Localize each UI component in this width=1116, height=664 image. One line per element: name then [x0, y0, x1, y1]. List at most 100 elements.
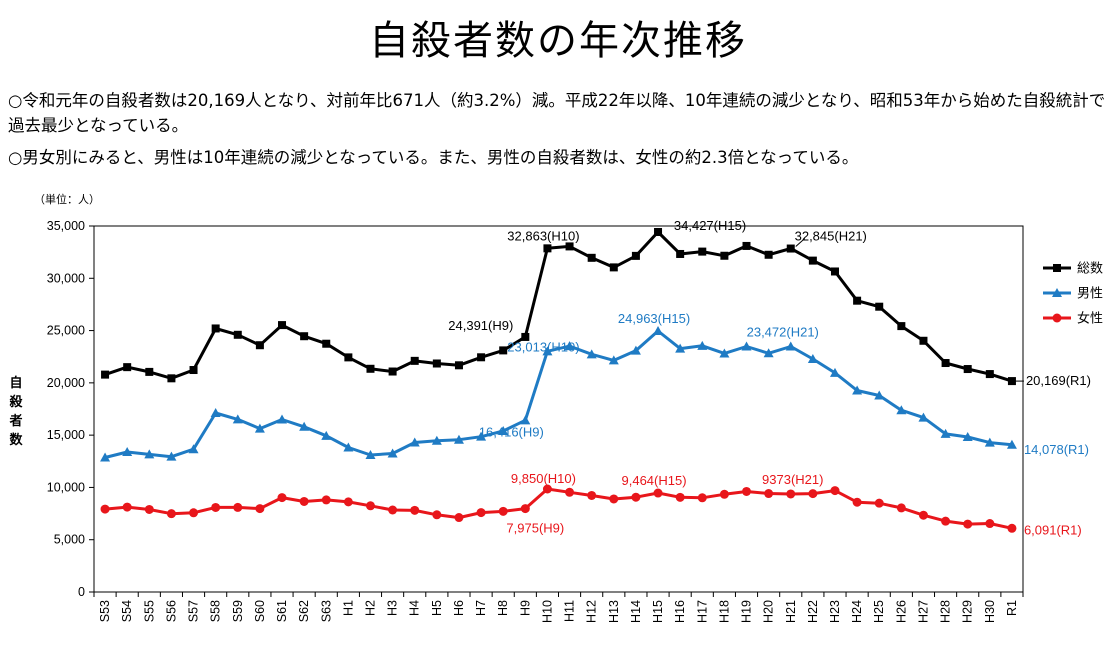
- data-point: [343, 442, 354, 452]
- data-point: [144, 504, 154, 514]
- leader-line: [795, 238, 806, 247]
- x-tick-label: H19: [740, 600, 754, 623]
- data-label: 34,427(H15): [674, 218, 746, 233]
- data-label: 9,464(H15): [622, 473, 687, 488]
- series-layer: [100, 227, 1017, 533]
- x-tick-label: S61: [275, 600, 289, 622]
- legend-swatch-marker: [1052, 288, 1062, 297]
- data-point: [565, 242, 574, 251]
- data-label: 32,863(H10): [507, 228, 579, 243]
- x-tick-label: H28: [939, 600, 953, 623]
- data-label: 23,472(H21): [747, 325, 819, 340]
- data-point: [764, 250, 773, 259]
- data-point: [984, 437, 995, 447]
- data-point: [277, 493, 287, 503]
- data-point: [299, 421, 310, 431]
- data-point: [985, 370, 994, 379]
- data-point: [255, 341, 264, 350]
- data-point: [278, 321, 287, 330]
- data-point: [321, 495, 331, 505]
- data-point: [366, 364, 375, 373]
- data-point: [786, 244, 795, 253]
- data-point: [166, 509, 176, 519]
- data-point: [388, 505, 398, 515]
- legend-label: 男性: [1077, 286, 1103, 301]
- summary-bullet-total: ○令和元年の自殺者数は20,169人となり、対前年比671人（約3.2%）減。平…: [8, 91, 1106, 135]
- x-tick-label: S54: [120, 600, 134, 622]
- x-tick-label: H20: [762, 600, 776, 623]
- data-point: [233, 502, 243, 512]
- data-label: 9373(H21): [762, 472, 823, 487]
- data-point: [1007, 377, 1016, 386]
- data-point: [719, 348, 730, 358]
- data-point: [520, 415, 531, 425]
- x-axis: S53 S54 S55 S56 S57 S58 S59 S60 S61 S62 S63 H1 H2 H3 H…: [93, 592, 1024, 623]
- data-point: [941, 359, 950, 368]
- data-point: [653, 325, 664, 335]
- data-point: [454, 513, 464, 523]
- y-tick-label: 5,000: [54, 533, 85, 547]
- x-tick-label: S56: [164, 600, 178, 622]
- legend-item: 総数: [1043, 261, 1103, 276]
- data-point: [897, 322, 906, 331]
- page-title: 自殺者数の年次推移: [369, 18, 747, 64]
- data-point: [499, 346, 508, 355]
- data-point: [608, 355, 619, 365]
- data-point: [742, 241, 751, 250]
- data-point: [808, 256, 817, 265]
- data-point: [587, 253, 596, 262]
- data-point: [918, 510, 928, 520]
- data-point: [410, 505, 420, 515]
- x-tick-label: H21: [784, 600, 798, 623]
- x-tick-label: H1: [341, 600, 355, 616]
- y-tick-label: 15,000: [47, 428, 85, 442]
- data-point: [144, 449, 155, 459]
- data-point: [100, 504, 110, 514]
- data-point: [631, 251, 640, 260]
- data-point: [565, 487, 575, 497]
- data-point: [387, 448, 398, 458]
- data-point: [189, 508, 199, 518]
- x-tick-label: H3: [386, 600, 400, 616]
- data-point: [874, 498, 884, 508]
- data-point: [719, 489, 729, 499]
- data-label: 7,975(H9): [506, 521, 564, 536]
- y-axis-label: 自殺者数: [8, 375, 23, 447]
- data-point: [896, 405, 907, 415]
- data-label: 16,416(H9): [479, 424, 544, 439]
- annotation-layer: 24,391(H9) 32,863(H10) 34,427(H15) 32,845(H…: [448, 218, 1091, 537]
- data-point: [188, 444, 199, 454]
- data-point: [675, 343, 686, 353]
- series-女性: [100, 484, 1017, 533]
- data-point: [410, 356, 419, 365]
- data-point: [321, 430, 332, 440]
- data-point: [609, 263, 618, 272]
- x-tick-label: H9: [518, 600, 532, 616]
- data-label: 24,391(H9): [448, 318, 513, 333]
- data-point: [742, 486, 752, 496]
- data-point: [123, 363, 132, 372]
- data-point: [609, 494, 619, 504]
- x-tick-label: H22: [806, 600, 820, 623]
- data-point: [388, 367, 397, 376]
- x-tick-label: H12: [585, 600, 599, 623]
- data-point: [653, 488, 663, 498]
- data-point: [211, 502, 221, 512]
- y-axis-label-char: 数: [9, 432, 23, 447]
- legend-label: 総数: [1077, 261, 1103, 276]
- data-point: [542, 484, 552, 494]
- x-tick-label: S55: [142, 600, 156, 622]
- x-tick-label: H6: [452, 600, 466, 616]
- x-tick-label: H18: [717, 600, 731, 623]
- data-point: [654, 227, 663, 236]
- data-point: [587, 490, 597, 500]
- data-point: [874, 390, 885, 400]
- series-line: [104, 329, 1013, 459]
- y-tick-label: 0: [78, 585, 85, 599]
- data-point: [122, 502, 132, 512]
- data-point: [918, 412, 929, 422]
- data-point: [322, 339, 331, 348]
- x-tick-label: H8: [496, 600, 510, 616]
- data-point: [542, 346, 553, 356]
- data-point: [254, 423, 265, 433]
